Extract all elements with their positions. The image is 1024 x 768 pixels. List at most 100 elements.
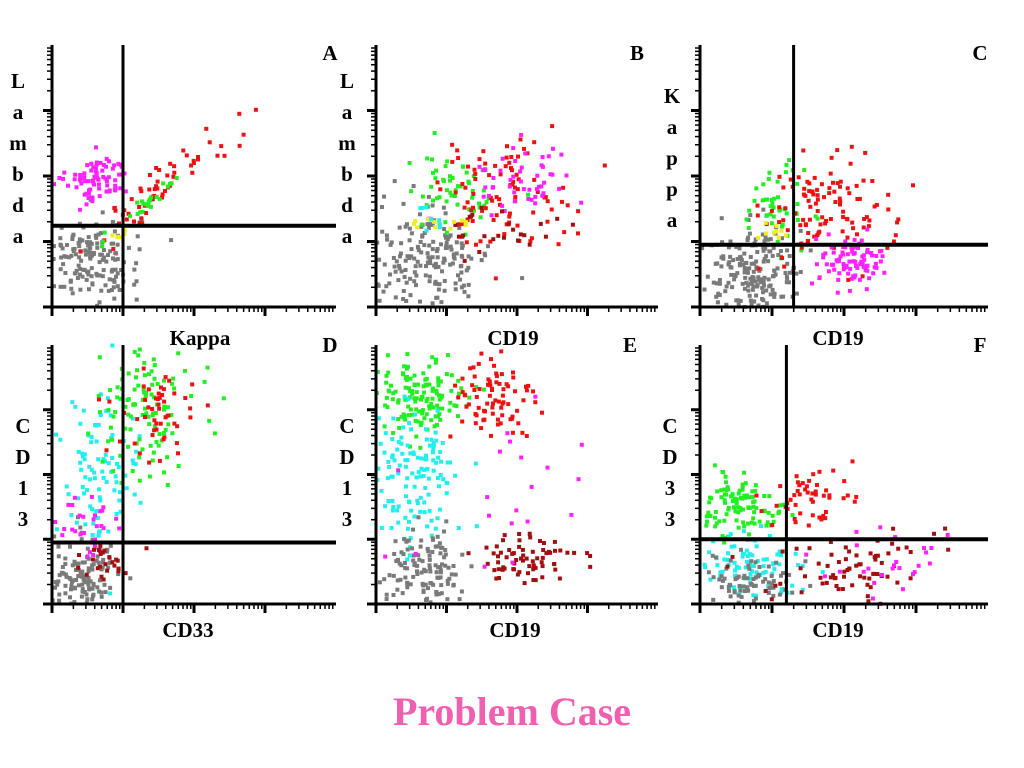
event-point-gray (422, 567, 427, 572)
event-point-magenta (840, 250, 845, 255)
event-point-gray (85, 240, 89, 245)
event-point-gray (411, 574, 416, 579)
event-point-darkred (904, 545, 909, 550)
event-point-yellow (415, 225, 420, 230)
event-point-gray (391, 573, 396, 578)
event-point-green (777, 509, 782, 514)
event-point-gray (749, 582, 754, 587)
event-point-red (815, 193, 820, 198)
event-point-cyan (82, 491, 86, 496)
event-point-darkred (110, 560, 115, 565)
event-point-gray (755, 284, 759, 289)
event-point-gray (393, 269, 398, 274)
event-point-green (712, 463, 717, 468)
event-point-red (453, 383, 458, 388)
event-point-gray (726, 280, 731, 285)
event-point-gray (428, 223, 432, 227)
event-point-gray (420, 233, 425, 238)
event-point-gray (808, 248, 813, 253)
event-point-gray (68, 595, 72, 600)
event-point-cyan (98, 498, 103, 503)
event-point-magenta (852, 237, 857, 242)
event-point-gray (112, 229, 117, 234)
event-point-red (485, 401, 490, 406)
event-point-gray (60, 565, 65, 569)
event-point-red (453, 190, 458, 195)
event-point-green (166, 422, 171, 427)
event-point-red (502, 232, 507, 237)
event-point-green (414, 407, 419, 412)
event-point-magenta (845, 252, 850, 257)
event-point-darkred (496, 560, 501, 565)
event-point-darkred (497, 576, 501, 580)
event-point-green (734, 518, 739, 523)
event-point-green (455, 202, 460, 207)
event-point-red (488, 383, 493, 388)
event-point-gray (423, 582, 428, 587)
event-point-gray (404, 539, 409, 544)
event-point-green (162, 404, 167, 409)
event-point-darkred (865, 582, 870, 587)
event-point-gray (86, 243, 91, 248)
event-point-magenta (521, 187, 526, 192)
event-point-gray (466, 282, 471, 287)
event-point-gray (751, 269, 756, 274)
event-point-cyan (779, 587, 784, 591)
event-point-gray (762, 239, 767, 244)
event-point-green (412, 396, 417, 401)
event-point-cyan (419, 466, 424, 471)
event-point-cyan (412, 514, 417, 519)
event-point-gray (137, 247, 142, 252)
event-point-cyan (719, 570, 724, 575)
y-axis-label-char: L (11, 69, 25, 93)
event-point-red (491, 218, 496, 222)
event-point-red (190, 382, 195, 387)
event-point-gray (119, 268, 124, 272)
event-point-darkred (105, 568, 110, 573)
event-point-gray (416, 248, 421, 253)
event-point-cyan (89, 440, 94, 445)
event-point-red (481, 418, 486, 423)
event-point-green (736, 505, 741, 510)
event-point-red (137, 451, 142, 456)
event-point-gray (418, 239, 423, 244)
event-point-cyan (707, 550, 712, 555)
event-point-darkred (530, 559, 535, 564)
event-point-magenta (85, 163, 90, 168)
event-point-red (466, 164, 470, 169)
event-point-red (473, 421, 478, 426)
event-point-gray (459, 241, 464, 246)
event-point-green (444, 199, 449, 204)
event-point-magenta (865, 227, 870, 232)
event-point-green (174, 176, 179, 180)
event-point-red (499, 372, 504, 377)
event-point-red (795, 488, 800, 493)
event-point-green (726, 505, 731, 510)
event-point-gray (458, 277, 463, 282)
event-point-gray (438, 570, 443, 575)
event-point-gray (459, 263, 464, 268)
event-point-red (147, 173, 152, 177)
event-point-red (219, 144, 224, 149)
event-point-gray (771, 274, 775, 279)
event-point-green (771, 519, 776, 524)
event-point-gray (757, 277, 762, 282)
event-point-green (97, 355, 102, 360)
event-point-gray (58, 236, 63, 241)
event-point-red (176, 451, 180, 456)
event-point-darkred (544, 551, 549, 556)
event-point-green (126, 371, 131, 376)
y-axis-label-char: 1 (342, 476, 353, 500)
event-point-green (165, 184, 170, 189)
event-point-gray (102, 582, 107, 587)
event-point-gray (798, 270, 803, 274)
x-axis-label: CD19 (812, 326, 863, 350)
panel-letter: E (623, 333, 637, 357)
event-point-gray (768, 237, 773, 242)
event-point-red (152, 428, 157, 433)
event-point-gray (82, 560, 87, 565)
event-point-green (143, 394, 148, 399)
event-point-red (184, 153, 189, 158)
event-point-gray (405, 566, 410, 571)
x-axis-label: CD19 (487, 326, 538, 350)
